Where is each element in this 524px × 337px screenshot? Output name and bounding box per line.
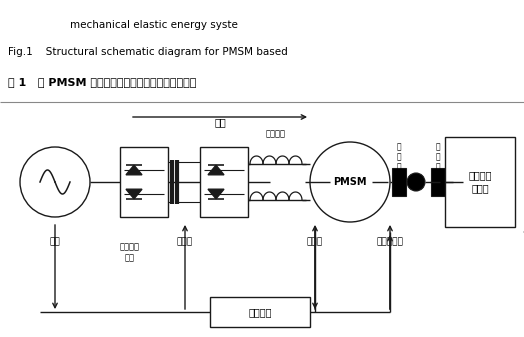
Text: 编码器: 编码器 [307, 238, 323, 246]
Text: 储能: 储能 [214, 117, 226, 127]
Polygon shape [126, 165, 142, 175]
Text: 控制系统: 控制系统 [248, 307, 272, 317]
Polygon shape [126, 189, 142, 199]
Bar [445, 137, 515, 227]
Text: 电抗滤波: 电抗滤波 [266, 129, 286, 139]
Polygon shape [208, 165, 224, 175]
Text: mechanical elastic energy syste: mechanical elastic energy syste [70, 20, 238, 30]
Bar [392, 168, 406, 196]
Text: 逆变器: 逆变器 [177, 238, 193, 246]
Text: 电网: 电网 [50, 238, 60, 246]
Text: Fig.1    Structural schematic diagram for PMSM based: Fig.1 Structural schematic diagram for P… [8, 47, 288, 57]
Bar [210, 297, 310, 327]
Bar [200, 147, 248, 217]
Text: 联
轴
器: 联 轴 器 [397, 142, 401, 172]
Bar [453, 173, 463, 191]
Circle shape [407, 173, 425, 191]
Text: PMSM: PMSM [333, 177, 367, 187]
Text: 永磁同步
电机: 永磁同步 电机 [120, 242, 140, 262]
Bar [120, 147, 168, 217]
Text: 电磁制动器: 电磁制动器 [377, 238, 403, 246]
Text: 机械弹性
储能箱: 机械弹性 储能箱 [468, 171, 492, 193]
Text: 联
轴
器: 联 轴 器 [435, 142, 440, 172]
Polygon shape [208, 189, 224, 199]
Text: 图 1   以 PMSM 为执行机构的机械弹性储能系统结构: 图 1 以 PMSM 为执行机构的机械弹性储能系统结构 [8, 77, 196, 87]
Bar [431, 168, 445, 196]
